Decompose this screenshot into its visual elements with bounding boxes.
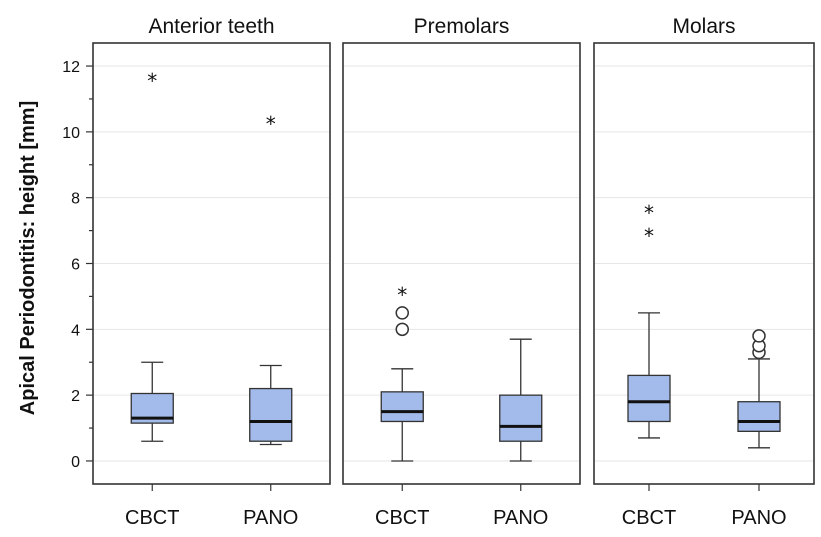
panel-title: Anterior teeth <box>148 15 274 38</box>
outlier-star: * <box>397 283 407 307</box>
panel-1: Anterior teeth * CBCT * PANO <box>92 15 331 529</box>
category-label: PANO <box>493 507 548 529</box>
y-tick-label: 2 <box>71 388 80 405</box>
iqr-box <box>499 394 543 442</box>
y-axis: 0 2 4 6 8 10 12 <box>62 59 93 471</box>
y-tick-label: 8 <box>71 191 80 208</box>
category-label: CBCT <box>375 507 429 529</box>
panel-2: Premolars * CBCT PANO <box>342 15 581 529</box>
box-pano: PANO <box>493 338 548 529</box>
box-cbct: ** CBCT <box>622 201 676 529</box>
y-axis-label: Apical Periodontitis: height [mm] <box>17 101 39 415</box>
y-tick-label: 10 <box>62 125 80 142</box>
panel-title: Molars <box>672 15 735 38</box>
box-cbct: * CBCT <box>125 69 179 529</box>
box-cbct: * CBCT <box>375 283 429 529</box>
panel-title: Premolars <box>414 15 510 38</box>
outlier-star: * <box>147 69 157 93</box>
y-tick-label: 12 <box>62 59 80 76</box>
panel-3: Molars ** CBCT PANO <box>593 15 815 529</box>
outlier-circle <box>395 322 409 337</box>
category-label: CBCT <box>622 507 676 529</box>
iqr-box <box>249 387 293 442</box>
chart-panels: Anterior teeth * CBCT * PANO Premolars * CBCT PA… <box>92 15 815 529</box>
outlier-star: * <box>644 224 654 248</box>
iqr-box <box>380 391 424 423</box>
category-label: PANO <box>731 507 786 529</box>
outlier-circle <box>752 329 766 343</box>
iqr-box <box>737 401 781 432</box>
outlier-circle <box>395 306 409 320</box>
iqr-box <box>627 374 671 423</box>
outlier-star: * <box>644 201 654 225</box>
box-pano: * PANO <box>243 112 298 529</box>
y-tick-label: 0 <box>71 454 80 471</box>
y-tick-label: 6 <box>71 257 80 274</box>
outlier-star: * <box>266 112 276 136</box>
category-label: CBCT <box>125 507 179 529</box>
category-label: PANO <box>243 507 298 529</box>
box-pano: PANO <box>731 329 787 529</box>
y-tick-label: 4 <box>71 322 80 339</box>
